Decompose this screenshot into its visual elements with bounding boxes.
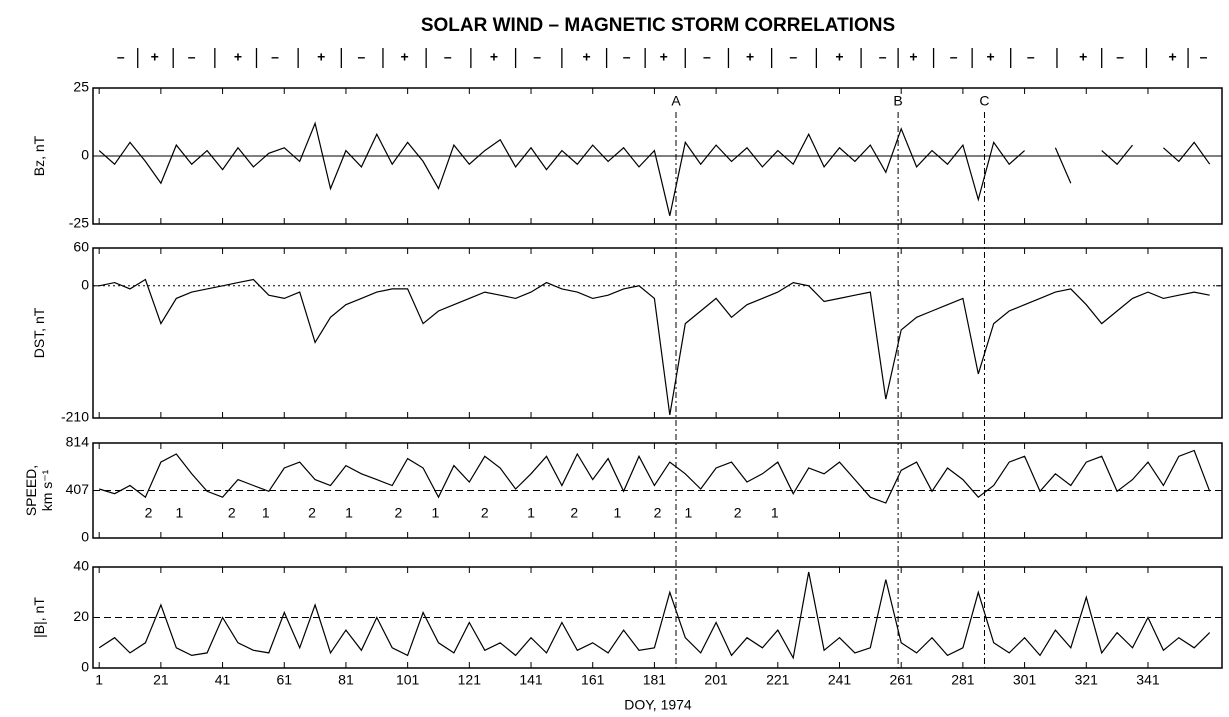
stream-label: 2	[654, 505, 662, 521]
sector-label: –	[117, 49, 125, 65]
y-axis-label-line: km s⁻¹	[39, 469, 55, 511]
x-tick-label: 141	[519, 672, 543, 688]
x-tick-label: 41	[215, 672, 231, 688]
stream-label: 1	[527, 505, 535, 521]
sector-label: –	[444, 49, 452, 65]
x-tick-label: 21	[153, 672, 169, 688]
y-axis-label: |B|, nT	[31, 597, 47, 638]
y-axis-label: Bz, nT	[31, 135, 47, 176]
x-tick-label: 221	[766, 672, 790, 688]
stream-label: 1	[771, 505, 779, 521]
stream-label: 2	[734, 505, 742, 521]
x-tick-label: 281	[951, 672, 975, 688]
sector-label: +	[234, 49, 242, 65]
y-axis-label: SPEED,km s⁻¹	[23, 465, 55, 516]
sector-label: –	[789, 49, 797, 65]
stream-label: 1	[614, 505, 622, 521]
x-tick-label: 101	[396, 672, 420, 688]
data-line	[98, 571, 1211, 660]
x-tick-label: 121	[458, 672, 482, 688]
sector-label: –	[950, 49, 958, 65]
stream-label: 1	[175, 505, 183, 521]
y-axis-label-line: |B|, nT	[31, 597, 47, 638]
y-tick-label: 407	[66, 481, 90, 497]
y-axis-label-line: Bz, nT	[31, 135, 47, 176]
stream-label: 2	[570, 505, 578, 521]
data-line	[98, 121, 1211, 216]
stream-label: 1	[432, 505, 440, 521]
stream-label: 1	[262, 505, 270, 521]
x-tick-label: 1	[95, 672, 103, 688]
x-tick-label: 201	[704, 672, 728, 688]
x-tick-label: 61	[276, 672, 292, 688]
event-label: C	[979, 93, 989, 109]
sector-label: +	[987, 49, 995, 65]
sector-label: –	[1116, 49, 1124, 65]
x-tick-label: 161	[581, 672, 605, 688]
sector-label: +	[1079, 49, 1087, 65]
sector-label: +	[151, 49, 159, 65]
y-tick-label: 40	[73, 558, 89, 574]
x-tick-label: 241	[828, 672, 852, 688]
y-tick-label: 0	[81, 276, 89, 292]
stream-label: 2	[308, 505, 316, 521]
x-tick-label: 341	[1136, 672, 1160, 688]
y-tick-label: 0	[81, 659, 89, 675]
sector-label: –	[1027, 49, 1035, 65]
x-axis-label: DOY, 1974	[624, 697, 692, 713]
stream-label: 2	[145, 505, 153, 521]
sector-label: –	[1200, 49, 1208, 65]
sector-label: –	[271, 49, 279, 65]
sector-label: +	[746, 49, 754, 65]
sector-label: +	[400, 49, 408, 65]
y-tick-label: -210	[61, 409, 89, 425]
stream-label: 2	[228, 505, 236, 521]
stream-label: 1	[684, 505, 692, 521]
chart-title: SOLAR WIND – MAGNETIC STORM CORRELATIONS	[421, 15, 895, 36]
sector-label: –	[703, 49, 711, 65]
y-tick-label: -25	[69, 215, 89, 231]
panel-frame	[92, 247, 1223, 419]
event-label: A	[671, 93, 681, 109]
y-tick-label: 60	[73, 239, 89, 255]
sector-label: –	[879, 49, 887, 65]
sector-label: +	[317, 49, 325, 65]
y-tick-label: 0	[81, 529, 89, 545]
sector-label: –	[188, 49, 196, 65]
event-label: B	[893, 93, 902, 109]
y-tick-label: 0	[81, 147, 89, 163]
y-axis-label-line: SPEED,	[23, 465, 39, 516]
data-line	[99, 278, 1210, 416]
sector-label: +	[1169, 49, 1177, 65]
y-axis-label: DST, nT	[31, 307, 47, 358]
sector-label: –	[623, 49, 631, 65]
data-line	[99, 449, 1211, 504]
sector-label: –	[533, 49, 541, 65]
sector-label: +	[490, 49, 498, 65]
x-tick-label: 181	[643, 672, 667, 688]
sector-label: –	[357, 49, 365, 65]
y-axis-label-line: DST, nT	[31, 307, 47, 358]
x-tick-label: 301	[1013, 672, 1037, 688]
x-tick-label: 321	[1075, 672, 1099, 688]
sector-label: +	[835, 49, 843, 65]
y-tick-label: 814	[66, 434, 90, 450]
x-tick-label: 81	[338, 672, 354, 688]
y-tick-label: 25	[73, 79, 89, 95]
y-tick-label: 20	[73, 608, 89, 624]
sector-label: +	[582, 49, 590, 65]
stream-label: 2	[481, 505, 489, 521]
sector-label: +	[660, 49, 668, 65]
stream-label: 2	[394, 505, 402, 521]
sector-label: +	[909, 49, 917, 65]
x-tick-label: 261	[890, 672, 914, 688]
stream-label: 1	[345, 505, 353, 521]
